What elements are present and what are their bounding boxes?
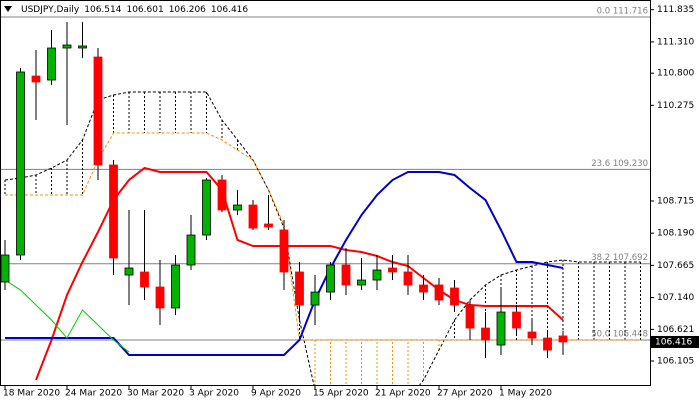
header-open: 106.514 — [84, 5, 121, 15]
y-tick-label: 106.621 — [657, 325, 694, 335]
x-tick-label: 15 Apr 2020 — [313, 389, 369, 399]
candle-body — [171, 264, 180, 309]
fib-label: 23.6 109.230 — [591, 159, 648, 169]
candle-body — [62, 44, 72, 49]
candle-body — [264, 223, 273, 228]
candle-body — [403, 271, 413, 286]
x-tick-label: 27 Apr 2020 — [437, 389, 493, 399]
y-tick-label: 108.190 — [657, 229, 694, 239]
y-tick-label: 106.105 — [657, 357, 694, 367]
y-tick-label: 111.310 — [657, 37, 694, 47]
candle-body — [202, 179, 211, 236]
candle-body — [372, 269, 382, 281]
header-high: 106.601 — [126, 5, 163, 15]
candle-body — [527, 331, 537, 339]
fib-label: 38.2 107.692 — [591, 253, 648, 263]
candle-body — [357, 279, 366, 286]
candle-body — [450, 287, 459, 306]
candle-body — [47, 47, 56, 81]
x-tick-label: 9 Apr 2020 — [251, 389, 301, 399]
candle-body — [279, 229, 289, 273]
candle-body — [233, 204, 242, 211]
candle-body — [512, 311, 521, 329]
candle-body — [16, 71, 25, 256]
candle-body — [419, 284, 428, 293]
candle-body — [543, 337, 552, 351]
candle-body — [109, 164, 118, 259]
current-price-box — [651, 335, 699, 348]
header: USDJPY,Daily 106.514 106.601 106.206 106.416 — [21, 5, 248, 15]
indicator-line — [4, 279, 130, 353]
candle-body — [155, 286, 165, 309]
candle-body — [434, 284, 444, 301]
cloud-span-b — [5, 132, 641, 341]
candle-body — [326, 264, 335, 293]
candle-body — [481, 327, 490, 341]
x-tick-label: 30 Mar 2020 — [127, 389, 184, 399]
x-tick-label: 1 May 2020 — [499, 389, 552, 399]
fib-label: 50.0 106.448 — [591, 329, 648, 339]
candle-body — [0, 254, 10, 283]
x-tick-label: 3 Apr 2020 — [189, 389, 239, 399]
candle-body — [310, 291, 320, 306]
candle-body — [465, 304, 475, 329]
candle-body — [496, 311, 506, 346]
candle-body — [186, 234, 196, 266]
y-tick-label: 107.665 — [657, 261, 694, 271]
candle-body — [93, 56, 103, 166]
y-tick-label: 111.835 — [657, 5, 694, 15]
symbol-icon — [4, 6, 12, 12]
cloud-span-a — [4, 91, 641, 385]
indicator-line — [35, 166, 564, 381]
plot-area: 0.0 111.716 23.6 109.230 38.2 107.692 50.0 … — [0, 6, 650, 385]
candle-body — [295, 271, 304, 306]
header-low: 106.206 — [169, 5, 206, 15]
candle-body — [217, 179, 227, 211]
y-tick-label: 107.140 — [657, 293, 694, 303]
chart-title: USDJPY,Daily — [21, 5, 80, 15]
header-close: 106.416 — [211, 5, 248, 15]
plot-frame — [0, 0, 651, 386]
y-tick-label: 108.715 — [657, 196, 694, 206]
fib-label: 0.0 111.716 — [597, 6, 648, 16]
candle-body — [558, 335, 568, 343]
candle-body — [140, 271, 149, 288]
x-tick-label: 18 Mar 2020 — [3, 389, 60, 399]
x-tick-label: 24 Mar 2020 — [65, 389, 122, 399]
candle-body — [124, 267, 134, 276]
y-tick-label: 110.275 — [657, 101, 694, 111]
candle-body — [388, 267, 397, 273]
candle-body — [248, 204, 258, 229]
x-tick-label: 21 Apr 2020 — [375, 389, 431, 399]
candle-body — [78, 45, 87, 49]
candle-body — [31, 75, 41, 83]
candle-body — [341, 264, 351, 286]
y-tick-label: 110.800 — [657, 69, 694, 79]
indicator-line — [5, 170, 564, 357]
current-price-label: 106.416 — [655, 337, 692, 347]
